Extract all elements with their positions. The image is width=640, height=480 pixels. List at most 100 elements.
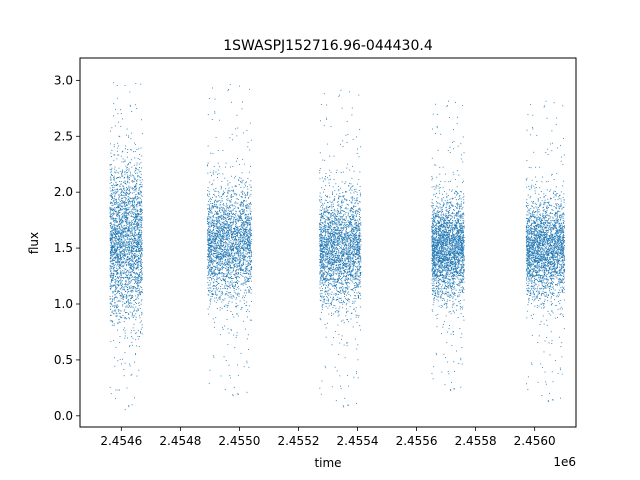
data-point [117, 242, 119, 244]
data-point [133, 254, 134, 256]
data-point [127, 288, 129, 290]
data-point [114, 237, 116, 239]
data-point [209, 264, 211, 266]
data-point [211, 239, 213, 241]
data-point [114, 249, 116, 251]
data-point [228, 332, 230, 334]
data-point [109, 194, 111, 196]
data-point [109, 258, 111, 260]
data-point [242, 205, 244, 207]
data-point [140, 249, 142, 251]
data-point [140, 194, 142, 196]
data-point [118, 145, 119, 147]
data-point [240, 250, 241, 251]
data-point [215, 250, 217, 252]
data-point [111, 182, 113, 184]
data-point [124, 309, 126, 311]
data-point [249, 223, 251, 225]
data-point [114, 190, 116, 192]
data-point [119, 242, 121, 244]
data-point [126, 231, 128, 233]
data-point [121, 229, 122, 231]
data-point [229, 255, 231, 257]
data-point [237, 244, 239, 245]
data-point [228, 253, 230, 255]
data-point [113, 200, 115, 202]
data-point [247, 260, 249, 262]
data-point [129, 231, 131, 233]
data-point [137, 254, 139, 256]
data-point [213, 300, 215, 302]
data-point [118, 261, 120, 263]
data-point [124, 214, 126, 216]
data-point [114, 210, 116, 212]
data-point [230, 248, 232, 250]
data-point [219, 245, 220, 247]
data-point [250, 277, 252, 279]
data-point [127, 247, 129, 249]
data-point [126, 204, 128, 205]
data-point [125, 283, 127, 285]
data-point [118, 290, 120, 292]
data-point [233, 218, 235, 220]
data-point [230, 226, 232, 228]
data-point [110, 213, 112, 215]
data-point [211, 273, 212, 275]
data-point [133, 228, 135, 230]
data-point [246, 246, 248, 248]
data-point [222, 277, 224, 279]
data-point [129, 305, 131, 307]
data-point [216, 233, 218, 235]
data-point [113, 339, 115, 341]
data-point [239, 235, 241, 236]
data-point [134, 217, 136, 219]
data-point [233, 290, 235, 292]
data-point [138, 315, 140, 317]
data-point [136, 259, 138, 261]
data-point [136, 181, 138, 183]
data-point [208, 245, 210, 247]
data-point [225, 275, 227, 277]
data-point [209, 221, 211, 223]
data-point [113, 224, 115, 226]
data-point [219, 209, 220, 211]
data-point [236, 332, 238, 334]
data-point [128, 314, 130, 315]
data-point [232, 209, 234, 211]
data-point [139, 280, 141, 281]
data-point [230, 222, 231, 224]
data-point [141, 216, 143, 218]
data-point [110, 341, 112, 343]
data-point [113, 257, 115, 259]
data-point [236, 364, 238, 366]
data-point [131, 166, 133, 168]
data-point [221, 240, 223, 242]
data-point [138, 214, 140, 216]
data-point [229, 213, 231, 214]
data-point [128, 212, 130, 213]
data-point [130, 244, 132, 246]
data-point [136, 199, 137, 201]
data-point [140, 262, 142, 264]
data-point [219, 296, 221, 298]
data-point [137, 202, 139, 204]
data-point [241, 182, 243, 184]
data-point [116, 236, 118, 238]
data-point [109, 283, 111, 285]
data-point [233, 285, 235, 287]
data-point [249, 242, 251, 244]
data-point [120, 233, 122, 235]
data-point [132, 205, 133, 207]
data-point [111, 232, 113, 234]
data-point [121, 286, 123, 287]
data-point [222, 229, 224, 231]
data-point [239, 300, 241, 302]
data-point [138, 277, 140, 279]
data-point [124, 296, 126, 298]
data-point [230, 311, 232, 312]
data-point [129, 311, 131, 313]
data-point [216, 232, 218, 234]
data-point [245, 218, 247, 220]
data-point [221, 245, 223, 247]
data-point [118, 218, 120, 220]
